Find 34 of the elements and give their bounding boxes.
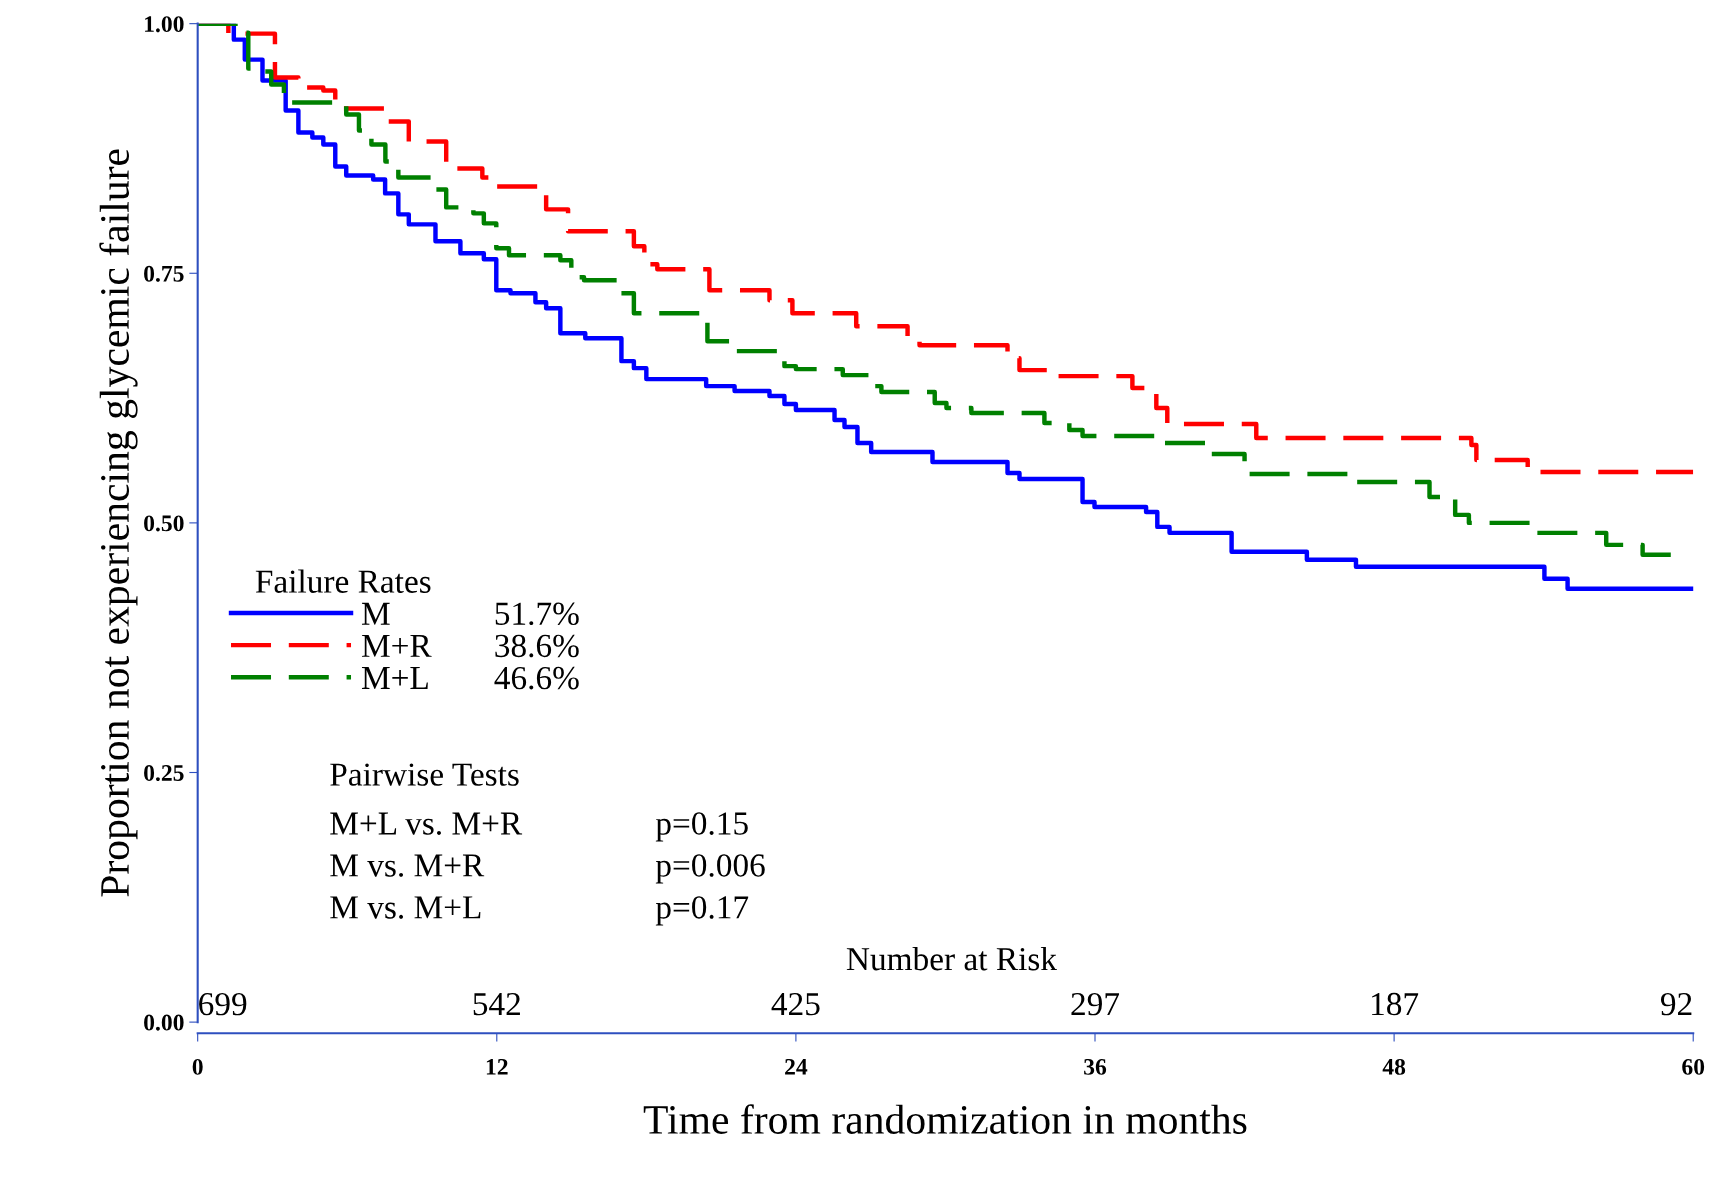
y-axis-title: Proportion not experiencing glycemic failure [99, 149, 138, 897]
annotation: M+L vs. M+R [330, 812, 523, 835]
x-tick-label: 24 [785, 1058, 808, 1075]
annotation: 46.6% [494, 666, 579, 690]
annotation: p=0.006 [655, 854, 765, 884]
y-tick-label: 1.00 [145, 16, 184, 33]
x-axis-title: Time from randomization in months [643, 1104, 1247, 1134]
x-tick-label: 36 [1084, 1058, 1107, 1075]
legend-title: Failure Rates [255, 569, 431, 593]
annotation: 542 [473, 992, 520, 1016]
annotation: p=0.17 [655, 896, 749, 926]
legend-label: M+R [361, 634, 432, 657]
y-tick-label: 0.50 [144, 515, 184, 532]
annotation: Pairwise Tests [330, 763, 519, 786]
annotation: M vs. M+L [330, 896, 481, 919]
annotation: 38.6% [495, 634, 579, 658]
x-tick-label: 12 [486, 1058, 508, 1075]
legend-label: M [361, 602, 390, 625]
x-tick-label: 48 [1382, 1058, 1406, 1075]
annotation: Number at Risk [846, 946, 1057, 971]
y-tick-label: 0.75 [144, 265, 184, 282]
annotation: 699 [199, 992, 247, 1016]
annotation: M vs. M+R [330, 854, 485, 877]
annotation: 187 [1372, 992, 1419, 1016]
y-tick-label: 0.00 [144, 1014, 184, 1031]
annotation: 425 [771, 992, 820, 1016]
legend-label: M+L [361, 667, 428, 689]
annotation: 297 [1071, 992, 1120, 1016]
annotation: p=0.15 [655, 812, 748, 842]
annotation: 92 [1660, 992, 1692, 1016]
annotation: 51.7% [495, 602, 579, 626]
x-tick-label: 0 [192, 1058, 203, 1075]
y-tick-label: 0.25 [144, 764, 184, 782]
x-tick-label: 60 [1682, 1058, 1705, 1075]
